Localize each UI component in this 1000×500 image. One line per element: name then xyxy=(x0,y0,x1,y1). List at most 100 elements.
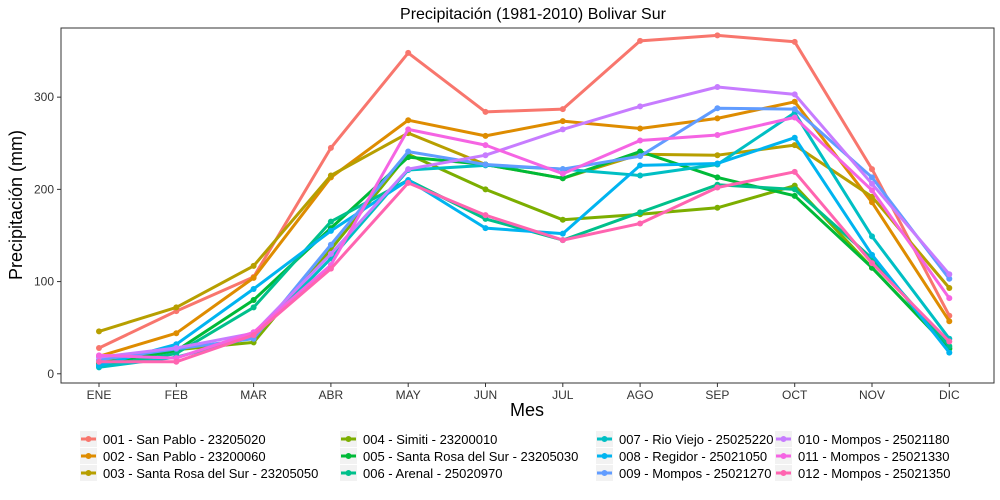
data-point xyxy=(250,285,257,292)
x-axis-title: Mes xyxy=(510,400,544,420)
data-point xyxy=(714,131,721,138)
data-point xyxy=(96,328,102,335)
data-point xyxy=(791,134,798,141)
data-point xyxy=(714,160,721,167)
data-point xyxy=(405,148,412,155)
data-point xyxy=(405,179,412,186)
data-point xyxy=(482,186,489,193)
legend-key-point xyxy=(345,436,352,442)
data-point xyxy=(559,216,566,223)
legend: 001 - San Pablo - 23205020 002 - San Pabl… xyxy=(80,431,950,481)
data-point xyxy=(791,38,798,45)
data-point xyxy=(405,126,412,133)
x-tick-label: AGO xyxy=(627,388,654,402)
legend-item: 007 - Rio Viejo - 25025220 xyxy=(596,431,773,447)
legend-item: 011 - Mompos - 25021330 xyxy=(775,448,950,464)
series-line xyxy=(97,33,951,350)
data-point xyxy=(559,175,566,182)
data-point xyxy=(96,358,102,365)
data-point xyxy=(482,152,489,159)
legend-label: 012 - Mompos - 25021350 xyxy=(798,466,950,481)
legend-item: 002 - San Pablo - 23200060 xyxy=(80,448,266,464)
y-axis-title: Precipitación (mm) xyxy=(6,130,26,280)
data-point xyxy=(405,117,412,124)
legend-key-point xyxy=(780,453,787,459)
series-12 xyxy=(96,168,953,365)
series-line xyxy=(97,170,951,364)
legend-key-point xyxy=(601,453,608,459)
data-point xyxy=(405,166,412,173)
data-point xyxy=(327,144,334,151)
legend-key-point xyxy=(601,470,608,476)
series-line xyxy=(97,115,951,360)
legend-key-point xyxy=(85,436,92,442)
legend-key-point xyxy=(345,453,352,459)
legend-item: 009 - Mompos - 25021270 xyxy=(596,465,771,481)
data-point xyxy=(482,132,489,139)
data-point xyxy=(791,106,798,113)
data-point xyxy=(637,37,644,44)
legend-label: 004 - Simiti - 23200010 xyxy=(363,432,497,447)
data-point xyxy=(714,152,721,159)
data-point xyxy=(714,105,721,112)
data-point xyxy=(946,295,953,302)
data-point xyxy=(791,192,798,199)
y-tick-label: 100 xyxy=(34,275,54,289)
data-point xyxy=(327,241,334,248)
data-point xyxy=(791,142,798,149)
data-point xyxy=(946,275,953,282)
x-tick-label: ENE xyxy=(87,388,112,402)
data-point xyxy=(637,162,644,169)
legend-item: 003 - Santa Rosa del Sur - 23205050 xyxy=(80,465,318,481)
legend-label: 009 - Mompos - 25021270 xyxy=(619,466,771,481)
data-point xyxy=(405,49,412,56)
data-point xyxy=(869,180,875,187)
series-8 xyxy=(96,134,953,369)
legend-item: 001 - San Pablo - 23205020 xyxy=(80,431,266,447)
legend-label: 008 - Regidor - 25021050 xyxy=(619,449,767,464)
data-point xyxy=(96,352,102,359)
legend-label: 002 - San Pablo - 23200060 xyxy=(103,449,266,464)
x-tick-label: MAR xyxy=(240,388,267,402)
legend-label: 003 - Santa Rosa del Sur - 23205050 xyxy=(103,466,318,481)
data-point xyxy=(637,125,644,132)
series-line xyxy=(97,150,951,366)
data-point xyxy=(559,118,566,125)
data-point xyxy=(637,172,644,179)
legend-key-point xyxy=(780,436,787,442)
data-point xyxy=(791,168,798,175)
data-point xyxy=(637,103,644,110)
series-line xyxy=(97,136,951,367)
data-point xyxy=(869,187,875,194)
legend-label: 011 - Mompos - 25021330 xyxy=(798,449,950,464)
data-point xyxy=(791,114,798,121)
data-point xyxy=(869,193,875,200)
data-point xyxy=(946,338,953,345)
legend-item: 008 - Regidor - 25021050 xyxy=(596,448,767,464)
data-point xyxy=(250,297,257,304)
data-point xyxy=(327,218,334,225)
data-point xyxy=(482,161,489,168)
data-point xyxy=(250,332,257,339)
data-point xyxy=(714,32,721,39)
legend-label: 005 - Santa Rosa del Sur - 23205030 xyxy=(363,449,578,464)
data-point xyxy=(327,250,334,257)
legend-label: 007 - Rio Viejo - 25025220 xyxy=(619,432,773,447)
y-tick-label: 200 xyxy=(34,182,54,196)
data-point xyxy=(559,126,566,133)
data-point xyxy=(559,106,566,113)
data-point xyxy=(714,115,721,122)
data-point xyxy=(173,304,180,311)
data-point xyxy=(327,227,334,234)
x-tick-label: MAY xyxy=(396,388,421,402)
data-point xyxy=(250,262,257,269)
series-layer xyxy=(96,32,953,371)
legend-key-point xyxy=(85,453,92,459)
legend-item: 004 - Simiti - 23200010 xyxy=(340,431,497,447)
data-point xyxy=(869,233,875,240)
data-point xyxy=(559,230,566,237)
data-point xyxy=(250,274,257,281)
data-point xyxy=(173,330,180,337)
x-tick-label: OCT xyxy=(782,388,808,402)
